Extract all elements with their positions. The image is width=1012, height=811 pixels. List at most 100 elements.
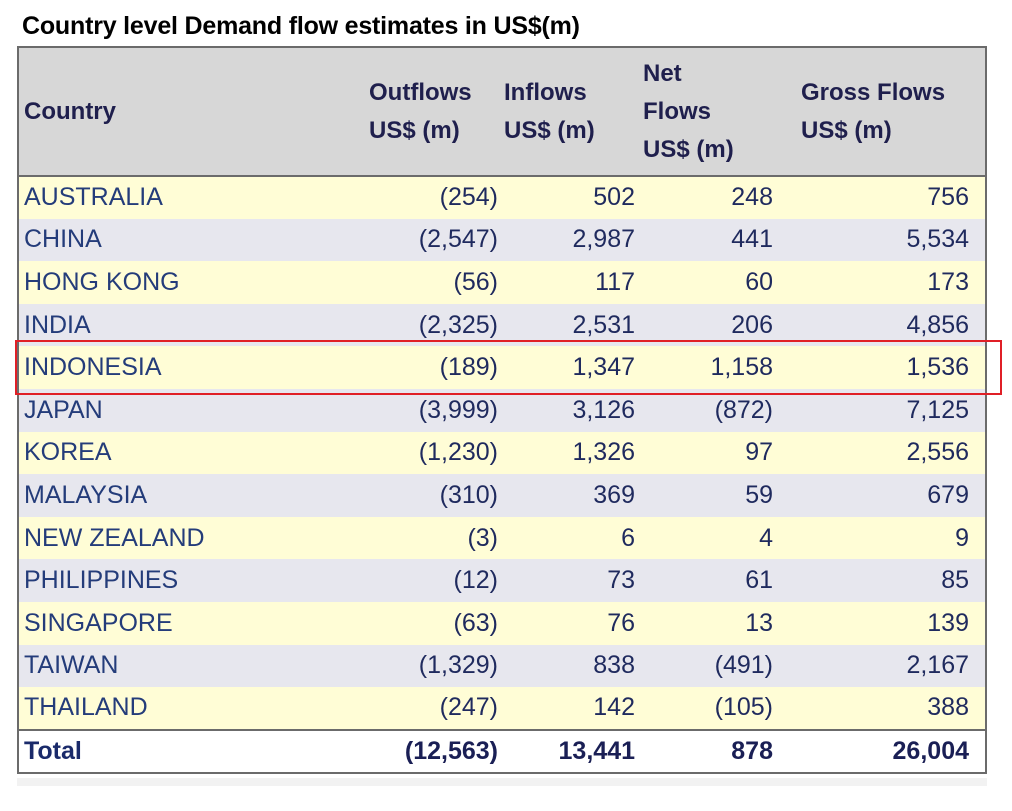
- total-net-flows: 878: [641, 728, 777, 773]
- net-flows-cell: 206: [731, 310, 773, 339]
- inflows-cell: 2,987: [572, 225, 635, 254]
- country-cell: NEW ZEALAND: [24, 523, 205, 552]
- header-gross-flows: Gross Flows US$ (m): [777, 48, 985, 177]
- country-cell: KOREA: [24, 438, 112, 467]
- inflows-cell: 142: [593, 693, 635, 722]
- table-total-row: Total (12,563) 13,441 878 26,004: [19, 728, 985, 773]
- total-label: Total: [19, 728, 369, 773]
- header-inflows: Inflows US$ (m): [504, 48, 641, 177]
- gross-flows-cell: 1,536: [906, 353, 969, 382]
- outflows-cell: (254): [439, 183, 498, 212]
- net-flows-cell: 441: [731, 225, 773, 254]
- gross-flows-cell: 2,556: [906, 438, 969, 467]
- net-flows-cell: 60: [745, 267, 773, 296]
- outflows-cell: (1,329): [418, 651, 498, 680]
- outflows-cell: (56): [453, 267, 498, 296]
- country-cell: PHILIPPINES: [24, 566, 179, 595]
- table-row: MALAYSIA (310) 369 59 679: [19, 474, 985, 517]
- header-net-flows: Net Flows US$ (m): [641, 48, 777, 177]
- net-flows-cell: 4: [759, 523, 773, 552]
- outflows-cell: (189): [439, 353, 498, 382]
- inflows-cell: 73: [607, 566, 635, 595]
- gross-flows-cell: 2,167: [906, 651, 969, 680]
- inflows-cell: 502: [593, 183, 635, 212]
- table-row: SINGAPORE (63) 76 13 139: [19, 601, 985, 645]
- gross-flows-cell: 9: [955, 523, 969, 552]
- table-row: CHINA (2,547) 2,987 441 5,534: [19, 218, 985, 262]
- country-cell: JAPAN: [24, 395, 103, 424]
- outflows-cell: (12): [453, 566, 498, 595]
- header-gross-line-2: US$ (m): [801, 116, 892, 144]
- inflows-cell: 3,126: [572, 395, 635, 424]
- inflows-cell: 2,531: [572, 310, 635, 339]
- table-row: TAIWAN (1,329) 838 (491) 2,167: [19, 644, 985, 688]
- header-country: Country: [19, 48, 369, 177]
- table-body: AUSTRALIA (254) 502 248 756 CHINA (2,547) 2,987…: [19, 176, 985, 773]
- table-title: Country level Demand flow estimates in U…: [22, 12, 580, 40]
- header-net-line-2: Flows: [643, 97, 712, 125]
- header-outflows: Outflows US$ (m): [369, 48, 504, 177]
- gross-flows-cell: 5,534: [906, 225, 969, 254]
- table-header-row: Country Outflows US$ (m) Inflows US$ (m)…: [19, 48, 985, 177]
- table-row: NEW ZEALAND (3) 6 4 9: [19, 516, 985, 560]
- country-cell: SINGAPORE: [24, 608, 173, 637]
- country-cell: TAIWAN: [24, 651, 119, 680]
- inflows-cell: 76: [607, 608, 635, 637]
- total-outflows: (12,563): [369, 728, 504, 773]
- table-row: HONG KONG (56) 117 60 173: [19, 261, 985, 304]
- country-cell: THAILAND: [24, 693, 148, 722]
- net-flows-cell: 248: [731, 183, 773, 212]
- header-net-line-3: US$ (m): [643, 135, 734, 163]
- header-inflows-line-1: Inflows: [504, 78, 587, 106]
- header-gross-line-1: Gross Flows: [801, 78, 946, 106]
- demand-flow-table: Country Outflows US$ (m) Inflows US$ (m)…: [19, 48, 985, 773]
- gross-flows-cell: 756: [927, 183, 969, 212]
- header-net-line-1: Net: [643, 59, 682, 87]
- country-cell: CHINA: [24, 225, 102, 254]
- table-row: INDONESIA (189) 1,347 1,158 1,536: [19, 346, 985, 389]
- net-flows-cell: (872): [714, 395, 773, 424]
- gross-flows-cell: 7,125: [906, 395, 969, 424]
- header-outflows-line-2: US$ (m): [369, 116, 460, 144]
- table-row: PHILIPPINES (12) 73 61 85: [19, 559, 985, 602]
- gross-flows-cell: 139: [927, 608, 969, 637]
- country-cell: MALAYSIA: [24, 480, 148, 509]
- outflows-cell: (310): [439, 480, 498, 509]
- outflows-cell: (3): [467, 523, 498, 552]
- outflows-cell: (3,999): [418, 395, 498, 424]
- gross-flows-cell: 4,856: [906, 310, 969, 339]
- inflows-cell: 6: [621, 523, 635, 552]
- inflows-cell: 117: [595, 267, 635, 296]
- demand-flow-table-container: Country Outflows US$ (m) Inflows US$ (m)…: [17, 46, 987, 775]
- gross-flows-cell: 679: [927, 480, 969, 509]
- gross-flows-cell: 173: [927, 267, 969, 296]
- header-inflows-line-2: US$ (m): [504, 116, 595, 144]
- gross-flows-cell: 85: [941, 566, 969, 595]
- outflows-cell: (2,547): [418, 225, 498, 254]
- table-row: INDIA (2,325) 2,531 206 4,856: [19, 303, 985, 347]
- country-cell: INDONESIA: [24, 353, 162, 382]
- outflows-cell: (247): [439, 693, 498, 722]
- table-row: AUSTRALIA (254) 502 248 756: [19, 176, 985, 219]
- inflows-cell: 369: [593, 480, 635, 509]
- outflows-cell: (1,230): [418, 438, 498, 467]
- net-flows-cell: 1,158: [710, 353, 773, 382]
- country-cell: HONG KONG: [24, 267, 180, 296]
- net-flows-cell: (491): [714, 651, 773, 680]
- outflows-cell: (63): [453, 608, 498, 637]
- header-outflows-line-1: Outflows: [369, 78, 472, 106]
- footer-band: [17, 778, 987, 786]
- inflows-cell: 838: [593, 651, 635, 680]
- total-gross-flows: 26,004: [777, 728, 985, 773]
- table-row: JAPAN (3,999) 3,126 (872) 7,125: [19, 388, 985, 432]
- total-inflows: 13,441: [504, 728, 641, 773]
- table-row: KOREA (1,230) 1,326 97 2,556: [19, 431, 985, 475]
- country-cell: AUSTRALIA: [24, 183, 163, 212]
- net-flows-cell: 61: [745, 566, 773, 595]
- country-cell: INDIA: [24, 310, 91, 339]
- net-flows-cell: 13: [745, 608, 773, 637]
- table-row: THAILAND (247) 142 (105) 388: [19, 687, 985, 730]
- inflows-cell: 1,347: [572, 353, 635, 382]
- net-flows-cell: 59: [745, 480, 773, 509]
